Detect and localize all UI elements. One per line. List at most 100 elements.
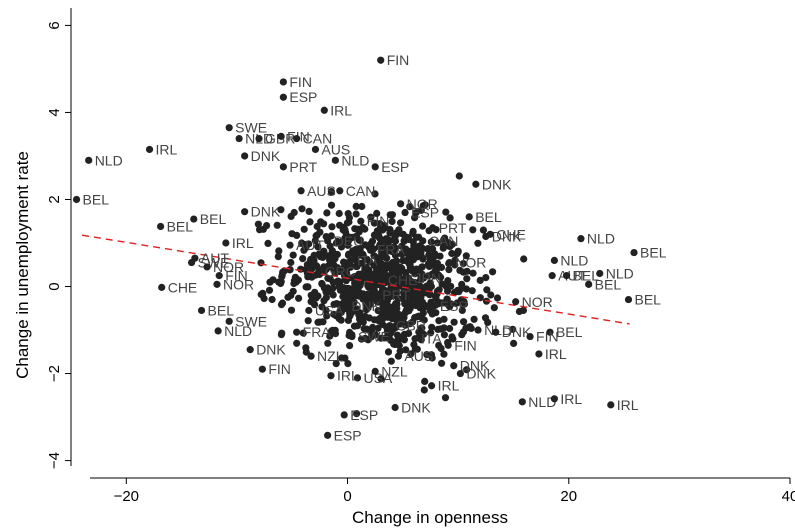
point-label: USA — [315, 302, 344, 318]
data-point — [371, 367, 379, 375]
cloud-point — [448, 333, 456, 341]
cloud-point — [371, 190, 379, 198]
cloud-point — [356, 309, 364, 317]
data-point — [445, 258, 453, 267]
cloud-point — [451, 261, 459, 269]
data-point — [377, 56, 385, 64]
point-label: ESP — [411, 205, 439, 221]
data-point — [411, 335, 419, 343]
point-label: NLD — [95, 152, 123, 168]
data-point — [585, 280, 593, 288]
cloud-point — [306, 218, 314, 226]
cloud-point — [316, 318, 324, 326]
cloud-point — [394, 295, 402, 303]
cloud-point — [352, 210, 360, 218]
data-point — [357, 217, 365, 225]
cloud-point — [476, 294, 484, 302]
data-point — [215, 272, 223, 280]
cloud-point — [415, 287, 423, 295]
data-point — [429, 224, 437, 232]
point-label: IRL — [617, 397, 639, 413]
labeled-point: IRL — [222, 235, 254, 251]
labeled-point: BEL — [72, 191, 109, 207]
y-tick-label: 4 — [46, 108, 63, 116]
point-label: FIN — [289, 74, 312, 90]
cloud-point — [387, 357, 395, 365]
point-label: IRL — [232, 235, 254, 251]
cloud-point — [388, 217, 396, 226]
cloud-point — [386, 264, 394, 272]
data-point — [324, 431, 332, 439]
cloud-point — [333, 265, 341, 273]
point-label: IRL — [545, 346, 567, 362]
cloud-point — [386, 211, 394, 219]
cloud-point — [447, 300, 455, 308]
cloud-point — [460, 298, 468, 306]
point-label: DNK — [251, 204, 281, 220]
cloud-point — [462, 252, 470, 260]
data-point — [347, 256, 355, 265]
cloud-point — [340, 288, 348, 296]
cloud-point — [352, 232, 360, 240]
point-label: BEL — [595, 276, 622, 292]
labeled-point: NLD — [331, 152, 369, 168]
y-tick-label: 0 — [46, 282, 63, 290]
labeled-point: CHE — [378, 272, 417, 288]
cloud-point — [335, 209, 343, 218]
labeled-point: BEL — [156, 218, 193, 234]
cloud-point — [315, 250, 323, 258]
data-point — [72, 195, 81, 204]
data-point — [286, 241, 294, 249]
point-label: JPN — [414, 270, 440, 286]
cloud-point — [277, 301, 286, 309]
data-point — [596, 269, 604, 278]
point-label: NLD — [606, 265, 634, 281]
cloud-point — [327, 188, 335, 196]
cloud-point — [428, 310, 436, 318]
data-point — [305, 306, 313, 315]
cloud-point — [298, 205, 306, 213]
point-label: DNK — [460, 358, 490, 374]
cloud-point — [336, 278, 344, 286]
labeled-point: IRL — [320, 102, 352, 118]
labeled-point: FRA — [367, 242, 405, 258]
point-label: DNK — [502, 324, 532, 340]
cloud-point — [397, 219, 405, 227]
point-label: GBR — [396, 318, 426, 334]
labeled-point: DNK — [492, 324, 532, 340]
data-point — [258, 365, 266, 373]
labeled-point: ESP — [371, 159, 409, 175]
cloud-point — [332, 312, 340, 320]
cloud-point — [332, 250, 341, 259]
labeled-point: ESP — [430, 298, 468, 314]
cloud-point — [343, 270, 351, 278]
data-point — [367, 245, 375, 254]
data-point — [315, 267, 323, 275]
cloud-point — [509, 339, 518, 347]
data-point — [213, 280, 221, 288]
point-label: NLD — [528, 394, 556, 410]
cloud-point — [379, 285, 387, 293]
cloud-point — [398, 250, 406, 258]
cloud-point — [437, 344, 445, 353]
cloud-point — [287, 258, 295, 267]
cloud-point — [379, 301, 387, 309]
data-point — [279, 78, 287, 86]
data-point — [378, 276, 386, 284]
cloud-point — [402, 346, 410, 354]
cloud-point — [268, 295, 276, 304]
cloud-point — [397, 320, 405, 328]
cloud-point — [263, 222, 271, 230]
point-label: IRL — [560, 391, 582, 407]
cloud-point — [393, 304, 401, 312]
labeled-point: GBR — [385, 318, 426, 334]
labeled-point: AUS — [394, 348, 433, 364]
labeled-point: BEL — [465, 209, 502, 225]
cloud-point — [515, 307, 524, 316]
labeled-point: FIN — [258, 361, 291, 377]
cloud-point — [393, 337, 401, 345]
cloud-point — [410, 341, 418, 349]
cloud-point — [350, 322, 359, 330]
labeled-point: NOR — [213, 276, 254, 292]
